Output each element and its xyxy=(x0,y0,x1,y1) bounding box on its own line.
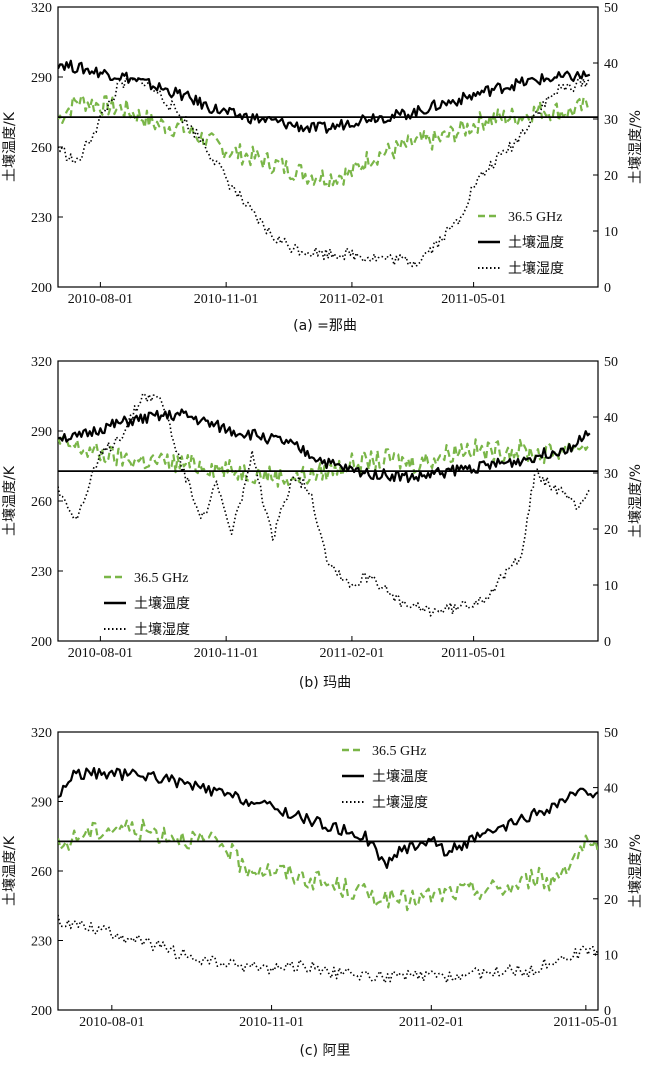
y-left-tick-label: 320 xyxy=(31,1,52,16)
panel-caption: (b) 玛曲 xyxy=(299,675,351,691)
x-tick-label: 2010-11-01 xyxy=(239,1015,304,1030)
series-line-temperature xyxy=(58,767,598,869)
series-line-moisture xyxy=(58,392,591,617)
series-line-microwave xyxy=(58,818,598,912)
y-right-tick-label: 50 xyxy=(604,726,618,741)
y-right-tick-label: 30 xyxy=(604,467,618,482)
legend-label: 土壤温度 xyxy=(134,595,190,612)
series-line-temperature xyxy=(58,59,591,134)
y-left-tick-label: 260 xyxy=(31,865,52,880)
y-right-tick-label: 30 xyxy=(604,113,618,128)
x-tick-label: 2010-11-01 xyxy=(194,292,259,307)
legend-label: 36.5 GHz xyxy=(134,571,188,586)
y-left-tick-label: 290 xyxy=(31,425,52,440)
x-tick-label: 2011-05-01 xyxy=(441,292,506,307)
y-right-tick-label: 50 xyxy=(604,355,618,370)
series-group xyxy=(58,767,598,984)
y-right-tick-label: 0 xyxy=(604,281,611,296)
x-tick-label: 2010-08-01 xyxy=(79,1015,144,1030)
y-left-axis-label: 土壤温度/K xyxy=(1,465,18,536)
y-right-axis-label: 土壤湿度/% xyxy=(627,834,644,908)
y-right-tick-label: 10 xyxy=(604,225,618,240)
legend-label: 土壤湿度 xyxy=(508,260,564,277)
x-tick-label: 2010-08-01 xyxy=(68,292,133,307)
legend-label: 土壤温度 xyxy=(508,234,564,251)
y-left-tick-label: 200 xyxy=(31,281,52,296)
x-tick-label: 2011-05-01 xyxy=(553,1015,618,1030)
chart-panel-c: 200 230 260 290 320 0 10 20 30 40 50 2010-08-01 2010… xyxy=(1,726,644,1059)
y-right-tick-label: 0 xyxy=(604,635,611,650)
legend-label: 土壤湿度 xyxy=(372,794,428,811)
y-right-axis-label: 土壤湿度/% xyxy=(627,464,644,538)
y-right-tick-label: 10 xyxy=(604,579,618,594)
y-left-tick-label: 260 xyxy=(31,141,52,156)
y-left-tick-label: 230 xyxy=(31,565,52,580)
y-left-tick-label: 230 xyxy=(31,211,52,226)
series-line-moisture xyxy=(58,914,598,984)
y-right-tick-label: 20 xyxy=(604,893,618,908)
y-right-tick-label: 50 xyxy=(604,1,618,16)
chart-panel-a: 200 230 260 290 320 0 10 20 30 40 50 2010-08-01 2010… xyxy=(1,1,644,334)
legend-label: 36.5 GHz xyxy=(508,210,562,225)
x-tick-label: 2011-02-01 xyxy=(320,646,385,661)
y-right-tick-label: 40 xyxy=(604,57,618,72)
y-right-tick-label: 20 xyxy=(604,169,618,184)
chart-panel-b: 200 230 260 290 320 0 10 20 30 40 50 2010-08-01 2010… xyxy=(1,355,644,691)
y-left-tick-label: 260 xyxy=(31,495,52,510)
series-line-microwave xyxy=(58,94,591,189)
x-tick-label: 2011-02-01 xyxy=(320,292,385,307)
legend-label: 36.5 GHz xyxy=(372,744,426,759)
series-group xyxy=(58,59,591,268)
series-line-moisture xyxy=(58,76,591,268)
y-left-tick-label: 320 xyxy=(31,355,52,370)
y-left-tick-label: 290 xyxy=(31,71,52,86)
y-right-tick-label: 0 xyxy=(604,1004,611,1019)
y-left-tick-label: 320 xyxy=(31,726,52,741)
y-right-tick-label: 10 xyxy=(604,948,618,963)
x-tick-label: 2011-05-01 xyxy=(441,646,506,661)
legend-label: 土壤湿度 xyxy=(134,621,190,638)
y-left-axis-label: 土壤温度/K xyxy=(1,111,18,182)
y-left-tick-label: 230 xyxy=(31,935,52,950)
x-tick-label: 2011-02-01 xyxy=(399,1015,464,1030)
y-right-tick-label: 20 xyxy=(604,523,618,538)
x-tick-label: 2010-08-01 xyxy=(68,646,133,661)
panel-caption: (c) 阿里 xyxy=(299,1043,350,1059)
legend-label: 土壤温度 xyxy=(372,768,428,785)
y-left-axis-label: 土壤温度/K xyxy=(1,835,18,906)
panel-caption: (a) =那曲 xyxy=(293,318,357,334)
y-left-tick-label: 200 xyxy=(31,635,52,650)
y-right-axis-label: 土壤湿度/% xyxy=(627,110,644,184)
series-line-temperature xyxy=(58,408,591,484)
y-right-tick-label: 40 xyxy=(604,411,618,426)
x-tick-label: 2010-11-01 xyxy=(194,646,259,661)
plot-frame xyxy=(57,731,599,1011)
y-right-tick-label: 40 xyxy=(604,782,618,797)
y-left-tick-label: 290 xyxy=(31,796,52,811)
y-left-tick-label: 200 xyxy=(31,1004,52,1019)
series-group xyxy=(58,392,591,617)
y-right-tick-label: 30 xyxy=(604,837,618,852)
